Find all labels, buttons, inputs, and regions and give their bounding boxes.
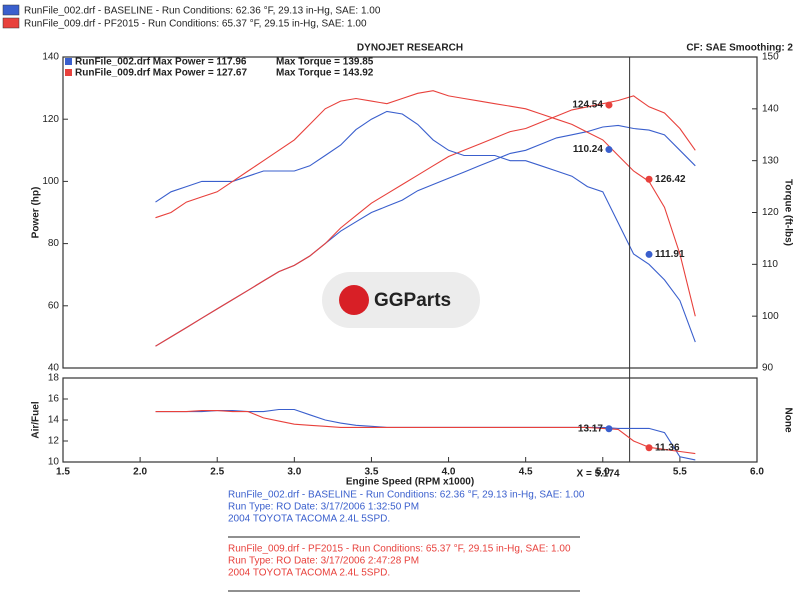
annotation-label: 111.91 (655, 249, 685, 260)
y-tick-label: 40 (48, 363, 60, 374)
run-info: 2004 TOYOTA TACOMA 2.4L 5SPD. (228, 568, 390, 579)
x-tick-label: 4.5 (519, 467, 533, 478)
chart-title: DYNOJET RESEARCH (357, 43, 463, 54)
y-tick-label: 140 (42, 52, 59, 63)
x-tick-label: 5.5 (673, 467, 687, 478)
y-tick-label: 14 (48, 415, 60, 426)
x-tick-label: 3.5 (364, 467, 378, 478)
watermark-text: GGParts (374, 290, 451, 311)
y2-axis-label: Torque (ft-lbs) (782, 179, 793, 246)
x-tick-label: 6.0 (750, 467, 764, 478)
annotation-point (605, 101, 613, 109)
y-tick-label: 10 (48, 457, 60, 468)
x-tick-label: 2.5 (210, 467, 224, 478)
y2-tick-label: 150 (762, 52, 779, 63)
run-info: Run Type: RO Date: 3/17/2006 1:32:50 PM (228, 502, 419, 513)
annotation-label: 13.17 (578, 423, 603, 434)
x-tick-label: 1.5 (56, 467, 70, 478)
y-axis-label: Power (hp) (31, 187, 42, 239)
x-tick-label: 2.0 (133, 467, 147, 478)
y2-tick-label: 110 (762, 259, 778, 270)
run-info: Run Type: RO Date: 3/17/2006 2:47:28 PM (228, 556, 419, 567)
watermark-pill (322, 272, 480, 328)
annotation-point (605, 425, 613, 433)
legend-power: RunFile_009.drf Max Power = 127.67 (75, 68, 247, 79)
run-info: RunFile_009.drf - PF2015 - Run Condition… (228, 544, 571, 555)
y-tick-label: 18 (48, 373, 60, 384)
legend-swatch (2, 17, 20, 29)
y-axis-label: Air/Fuel (31, 401, 42, 438)
annotation-point (645, 250, 653, 258)
chart-subtitle: CF: SAE Smoothing: 2 (686, 43, 793, 54)
legend-swatch (65, 58, 72, 65)
annotation-label: 110.24 (573, 144, 603, 155)
y2-tick-label: 120 (762, 207, 779, 218)
annotation-label: 126.42 (655, 174, 686, 185)
y-tick-label: 60 (48, 300, 60, 311)
annotation-label: 124.54 (572, 100, 603, 111)
y2-tick-label: 130 (762, 155, 779, 166)
x-tick-label: 3.0 (287, 467, 301, 478)
legend-power: RunFile_002.drf Max Power = 117.96 (75, 57, 247, 68)
run-info: 2004 TOYOTA TACOMA 2.4L 5SPD. (228, 514, 390, 525)
x-axis-label: Engine Speed (RPM x1000) (346, 477, 474, 488)
annotation-point (645, 175, 653, 183)
run-header: RunFile_009.drf - PF2015 - Run Condition… (24, 19, 367, 30)
y2-axis-label: None (782, 408, 793, 433)
y-tick-label: 80 (48, 238, 60, 249)
legend-swatch (65, 69, 72, 76)
y-tick-label: 120 (42, 114, 59, 125)
x-tick-label: 4.0 (442, 467, 456, 478)
annotation-label: 11.36 (655, 442, 680, 453)
watermark: GGParts (322, 272, 480, 328)
data-line (155, 410, 696, 455)
legend-torque: Max Torque = 143.92 (276, 68, 374, 79)
annotation-point (605, 146, 613, 154)
legend-swatch (2, 4, 20, 16)
data-line (155, 110, 696, 343)
watermark-icon (339, 285, 369, 315)
data-line (155, 90, 696, 317)
y2-tick-label: 140 (762, 103, 779, 114)
data-line (155, 95, 696, 347)
run-header: RunFile_002.drf - BASELINE - Run Conditi… (24, 6, 381, 17)
y-tick-label: 16 (48, 394, 60, 405)
cursor-label: X = 5.174 (577, 469, 621, 480)
legend-torque: Max Torque = 139.85 (276, 57, 374, 68)
annotation-point (645, 444, 653, 452)
y-tick-label: 100 (42, 176, 59, 187)
y2-tick-label: 90 (762, 363, 774, 374)
run-info: RunFile_002.drf - BASELINE - Run Conditi… (228, 490, 585, 501)
y-tick-label: 12 (48, 436, 60, 447)
x-tick-label: 5.0 (596, 467, 610, 478)
y2-tick-label: 100 (762, 311, 779, 322)
